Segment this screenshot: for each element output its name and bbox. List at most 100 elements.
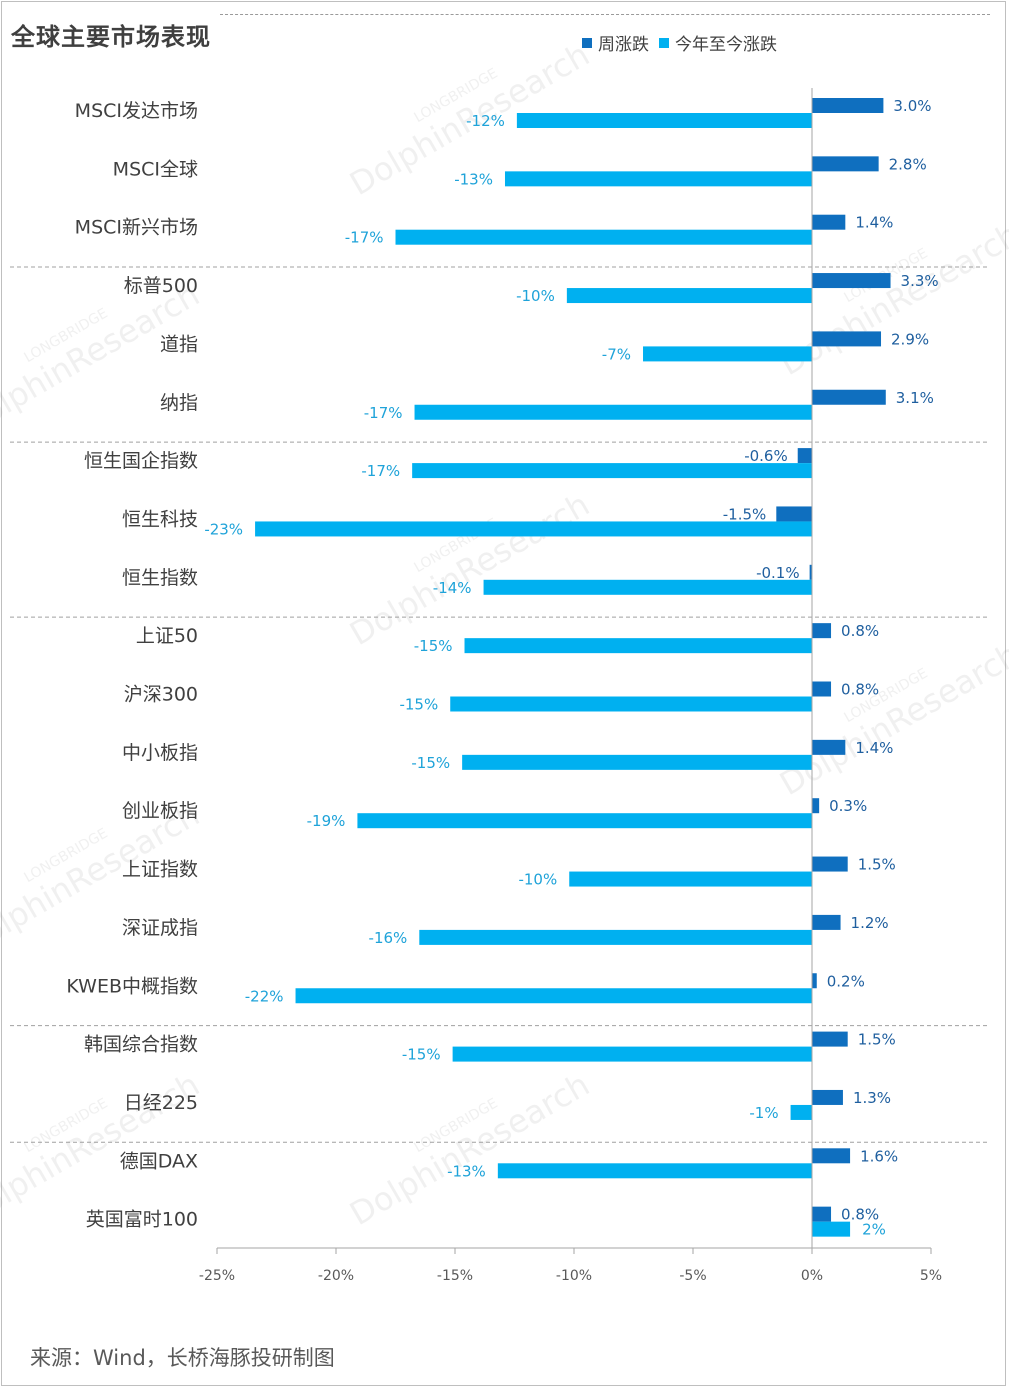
category-label: 中小板指 [122, 742, 198, 764]
data-label-ytd: -12% [466, 112, 505, 130]
bar-weekly [809, 564, 812, 580]
bar-ytd [462, 754, 812, 770]
data-label-weekly: 0.8% [841, 622, 879, 640]
data-label-ytd: -10% [518, 871, 557, 889]
legend-swatch-weekly [582, 37, 592, 48]
data-label-ytd: -1% [749, 1104, 778, 1122]
data-label-weekly: 0.2% [827, 972, 865, 990]
data-label-weekly: 0.8% [841, 681, 879, 699]
data-label-ytd: -17% [345, 229, 384, 247]
category-label: 标普500 [124, 275, 198, 297]
data-label-weekly: 0.8% [841, 1206, 879, 1224]
category-label: 沪深300 [124, 684, 198, 706]
legend: 周涨跌 今年至今涨跌 [582, 30, 787, 55]
category-label: 深证成指 [122, 917, 198, 939]
data-label-weekly: -1.5% [723, 505, 767, 523]
bar-weekly [812, 1089, 843, 1105]
category-label: MSCI全球 [113, 158, 198, 180]
bar-weekly [812, 739, 846, 755]
bar-ytd [812, 1221, 851, 1237]
bar-ytd [395, 229, 812, 245]
data-label-ytd: -15% [402, 1046, 441, 1064]
data-label-weekly: 1.5% [858, 856, 896, 874]
bar-ytd [504, 171, 812, 187]
data-label-weekly: 1.4% [855, 214, 893, 232]
bar-ytd [516, 113, 812, 128]
category-label: 道指 [160, 333, 198, 355]
bar-ytd [483, 579, 812, 595]
data-label-weekly: 1.4% [855, 739, 893, 757]
data-label-ytd: -14% [433, 579, 472, 597]
bar-weekly [812, 214, 846, 230]
legend-label-weekly: 周涨跌 [598, 35, 649, 55]
bar-ytd [295, 988, 812, 1004]
category-label: 恒生指数 [122, 567, 198, 589]
data-label-ytd: -17% [361, 462, 400, 480]
data-label-ytd: -13% [447, 1162, 486, 1180]
data-label-weekly: 1.3% [853, 1089, 891, 1107]
category-label: KWEB中概指数 [66, 975, 198, 997]
data-label-weekly: 0.3% [829, 797, 867, 815]
bar-ytd [497, 1163, 812, 1179]
data-label-ytd: -10% [516, 287, 555, 305]
bar-weekly [812, 681, 832, 697]
bar-weekly [797, 448, 812, 464]
bar-ytd [450, 696, 812, 712]
bar-weekly [812, 98, 884, 113]
bar-ytd [452, 1046, 812, 1062]
data-label-ytd: -13% [454, 170, 493, 188]
x-tick-label: -5% [679, 1268, 706, 1284]
category-label: 恒生科技 [122, 508, 198, 530]
data-label-ytd: -22% [245, 987, 284, 1005]
data-label-ytd: -23% [204, 520, 243, 538]
bar-ytd [790, 1104, 812, 1120]
bar-ytd [419, 929, 812, 945]
x-tick-label: 0% [801, 1268, 823, 1284]
bar-weekly [812, 273, 891, 289]
category-label: 恒生国企指数 [84, 450, 198, 472]
bar-ytd [357, 813, 812, 829]
bar-weekly [812, 1031, 848, 1047]
data-label-weekly: 3.1% [896, 389, 934, 407]
bar-weekly [776, 506, 812, 522]
svg-text:DolphinResearch: DolphinResearch [773, 635, 1009, 803]
bar-weekly [812, 156, 879, 172]
category-label: 上证50 [136, 625, 198, 647]
x-tick-label: 5% [920, 1268, 942, 1284]
bar-weekly [812, 973, 817, 989]
data-label-ytd: -19% [307, 812, 346, 830]
bar-weekly [812, 1206, 832, 1222]
data-label-weekly: 2.9% [891, 330, 929, 348]
bar-weekly [812, 389, 886, 405]
svg-text:DolphinResearch: DolphinResearch [343, 1065, 596, 1233]
bar-weekly [812, 1148, 851, 1164]
x-tick-label: -10% [556, 1268, 592, 1284]
bar-ytd [255, 521, 812, 537]
bar-ytd [464, 638, 812, 654]
bar-ytd [569, 871, 812, 887]
category-label: 德国DAX [120, 1150, 198, 1172]
data-label-ytd: -15% [399, 696, 438, 714]
legend-item-weekly: 周涨跌 [582, 30, 649, 55]
data-label-weekly: 1.2% [851, 914, 889, 932]
data-label-ytd: -16% [369, 929, 408, 947]
category-label: 日经225 [124, 1092, 198, 1114]
category-label: MSCI新兴市场 [75, 217, 198, 239]
category-label: MSCI发达市场 [75, 100, 198, 122]
x-tick-label: -15% [437, 1268, 473, 1284]
data-label-weekly: 3.0% [893, 97, 931, 115]
bar-weekly [812, 331, 882, 347]
data-label-ytd: 2% [862, 1221, 886, 1239]
data-label-weekly: 2.8% [889, 155, 927, 173]
category-label: 韩国综合指数 [84, 1034, 198, 1056]
data-label-weekly: -0.6% [744, 447, 788, 465]
bar-weekly [812, 623, 832, 639]
category-label: 英国富时100 [86, 1209, 198, 1231]
legend-item-ytd: 今年至今涨跌 [659, 30, 777, 55]
data-label-weekly: 3.3% [901, 272, 939, 290]
data-label-weekly: -0.1% [756, 564, 800, 582]
legend-swatch-ytd [659, 37, 669, 48]
